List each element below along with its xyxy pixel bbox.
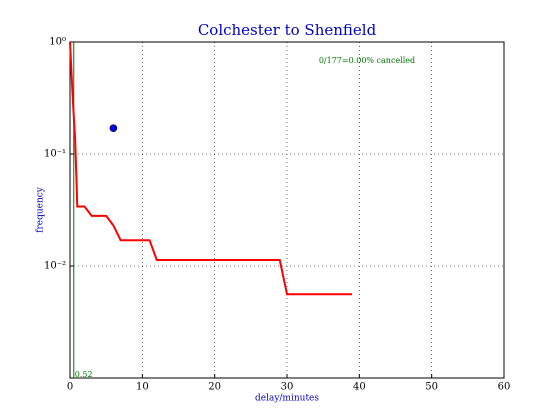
- y-axis-label: frequency: [36, 186, 46, 233]
- chart-title: Colchester to Shenfield: [198, 21, 377, 39]
- x-tick-label: 50: [425, 382, 438, 393]
- x-tick-label: 30: [281, 382, 294, 393]
- x-tick-label: 0: [67, 382, 73, 393]
- x-tick-label: 40: [353, 382, 366, 393]
- x-tick-label: 10: [136, 382, 149, 393]
- x-tick-label: 20: [208, 382, 221, 393]
- y-tick-label: 10⁻²: [44, 261, 66, 272]
- data-line: [69, 41, 353, 296]
- data-point: [109, 124, 118, 132]
- annotation: 0/177=0.00% cancelled: [319, 56, 415, 65]
- x-tick-label: 60: [498, 382, 511, 393]
- plot-frame: [69, 41, 505, 379]
- y-tick-label: 10⁰: [49, 37, 66, 48]
- x-axis-label: delay/minutes: [255, 394, 319, 404]
- threshold-label: 0.52: [75, 370, 93, 379]
- y-tick-label: 10⁻¹: [44, 149, 66, 160]
